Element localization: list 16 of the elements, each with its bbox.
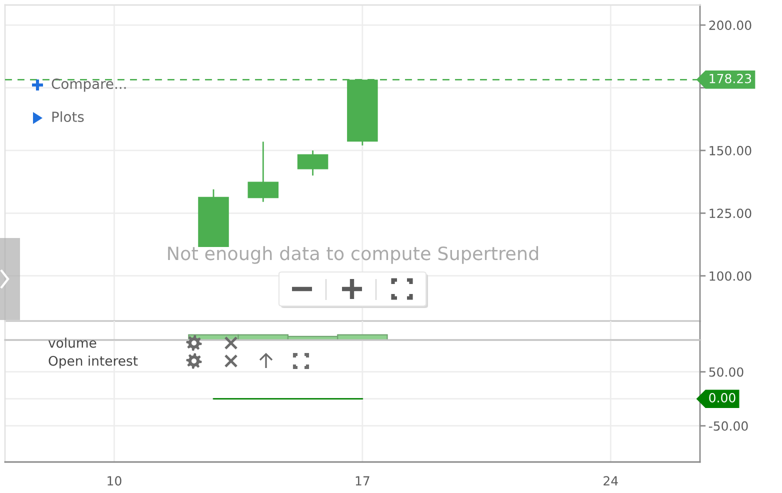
annotation: Plots [52,111,84,122]
y-tick-label: 100.00 [710,271,752,281]
ref-line-label: 178.23 [710,74,752,84]
x-tick-label: 24 [604,476,618,486]
annotation: Compare... [52,78,126,92]
chart-title: volume [48,338,96,348]
x-tick-label: 17 [356,476,370,486]
y-tick-label: 50.00 [709,367,744,377]
y-tick-label: -50.00 [708,421,748,431]
text: Open interest [48,356,138,368]
annotation: Not enough data to compute Supertrend [168,246,538,264]
y-tick-label: 150.00 [710,146,752,156]
x-tick-label: 10 [108,476,122,486]
text: 0.00 [709,393,736,402]
y-tick-label: 125.00 [710,208,752,218]
y-tick-label: 200.00 [709,20,752,30]
